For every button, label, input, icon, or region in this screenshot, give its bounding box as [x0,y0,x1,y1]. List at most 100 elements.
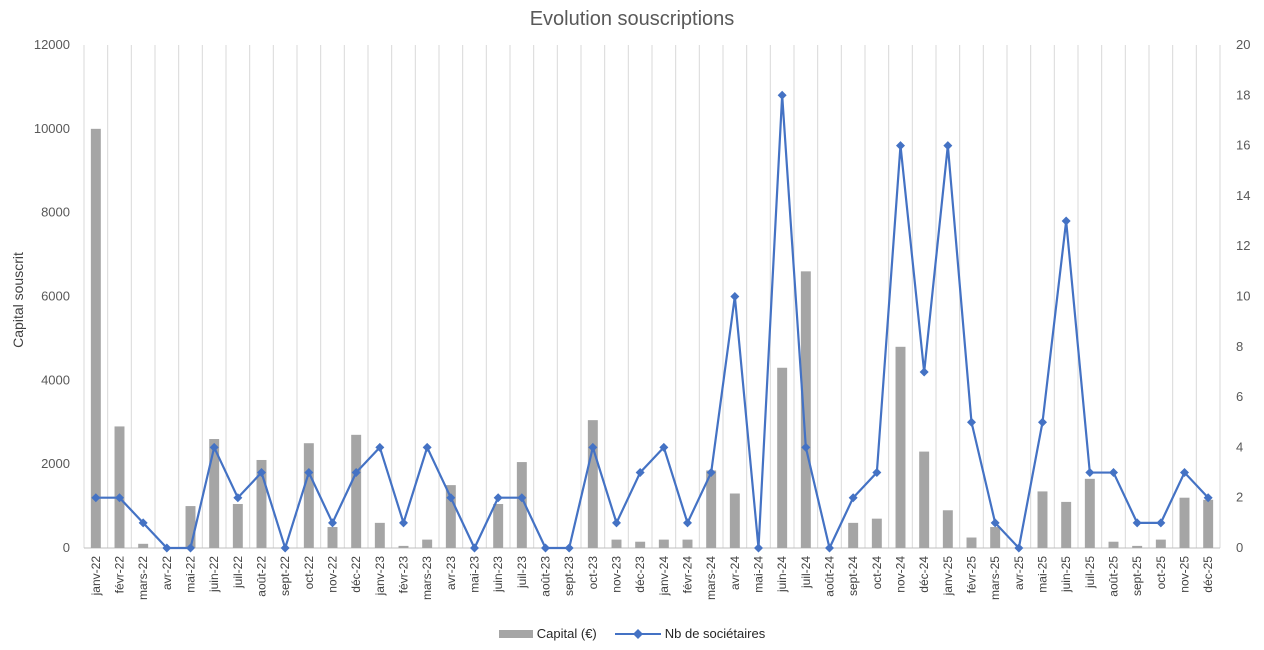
y-tick-label-left: 6000 [41,289,70,304]
bar-capital [706,470,717,548]
x-tick-label: août-22 [255,556,269,597]
point-societaires [919,367,929,377]
bar-capital [919,451,930,548]
bar-capital [232,503,243,548]
legend-label-societaires: Nb de sociétaires [664,626,766,641]
bar-capital [351,434,362,548]
bar-capital [1155,539,1166,548]
point-societaires [1014,543,1024,553]
y-tick-label-left: 8000 [41,205,70,220]
bar-capital [611,539,622,548]
bar-capital [445,485,456,548]
bar-capital [848,522,859,548]
bar-capital [114,426,125,548]
x-tick-label: mai-23 [468,556,482,593]
x-tick-label: oct-24 [870,556,884,590]
bar-capital [374,522,385,548]
y-tick-label-right: 12 [1236,238,1250,253]
x-tick-label: déc-22 [349,556,363,593]
point-societaires [351,468,361,478]
bar-capital [871,518,882,548]
chart-title: Evolution souscriptions [529,8,735,30]
x-tick-label: févr-22 [113,556,127,594]
legend-swatch-societaires [614,628,661,639]
bar-capital [942,510,953,548]
point-societaires [730,292,740,301]
x-tick-label: déc-25 [1201,556,1215,593]
bar-capital [422,539,433,548]
x-tick-label: juin-22 [207,556,221,593]
x-tick-label: janv-24 [657,556,671,597]
y-tick-label-right: 18 [1236,87,1250,102]
x-tick-label: févr-25 [965,556,979,594]
bar-capital [493,503,504,548]
point-societaires [564,543,574,553]
bar-capital [1203,499,1214,548]
x-tick-label: mai-22 [184,556,198,593]
x-tick-label: janv-25 [941,556,955,597]
point-societaires [517,493,527,503]
x-tick-label: avr-24 [728,556,742,590]
x-tick-label: sept-22 [278,556,292,596]
point-societaires [470,543,479,553]
x-tick-label: sept-23 [562,556,576,596]
x-tick-label: avr-22 [160,556,174,590]
point-societaires [706,468,716,478]
bar-capital [1061,501,1072,548]
point-societaires [777,90,787,100]
bar-capital [185,506,196,548]
y-tick-label-right: 16 [1236,138,1250,153]
x-tick-label: août-23 [539,556,553,597]
point-societaires [446,493,456,503]
x-tick-label: oct-22 [302,556,316,590]
point-societaires [138,518,148,528]
x-tick-label: janv-22 [89,556,103,597]
x-tick-label: sept-24 [846,556,860,596]
point-societaires [115,493,124,503]
x-tick-label: août-24 [823,556,837,597]
point-societaires [588,442,598,452]
x-tick-label: août-25 [1107,556,1121,597]
point-societaires [943,141,953,151]
x-tick-label: juin-23 [491,556,505,593]
point-societaires [1132,518,1142,528]
y-tick-label-right: 14 [1236,188,1250,203]
bar-capital [1132,545,1143,548]
x-tick-label: avr-23 [444,556,458,590]
legend-item-capital: Capital (€) [498,626,597,641]
bar-capital [1084,478,1095,548]
legend-swatch-capital [498,629,533,638]
bar-capital [256,459,267,548]
point-societaires [257,468,266,478]
x-tick-label: mai-24 [752,556,766,593]
legend: Capital (€) Nb de sociétaires [0,626,1264,641]
bar-capital [90,128,101,549]
bar-capital [729,493,740,548]
point-societaires [375,442,385,452]
bar-capital [990,527,1001,548]
point-societaires [304,468,314,478]
point-societaires [1038,417,1047,427]
bar-capital [1179,497,1190,548]
bar-capital [966,537,977,548]
point-societaires [1203,493,1213,503]
point-societaires [967,417,976,427]
x-tick-label: juin-24 [775,556,789,593]
y-tick-label-right: 0 [1236,540,1243,555]
point-societaires [754,543,763,553]
y-tick-label-left: 0 [63,540,70,555]
bar-capital [895,346,906,548]
point-societaires [280,543,290,553]
bar-capital [777,367,788,548]
point-societaires [612,518,621,528]
x-tick-label: juil-22 [231,556,245,589]
point-societaires [683,518,692,528]
bar-capital [398,545,409,548]
point-societaires [801,442,811,452]
x-tick-label: nov-22 [326,556,340,593]
x-tick-label: juin-25 [1059,556,1073,593]
bar-capital [800,271,811,548]
legend-label-capital: Capital (€) [536,626,597,641]
point-societaires [422,442,432,452]
